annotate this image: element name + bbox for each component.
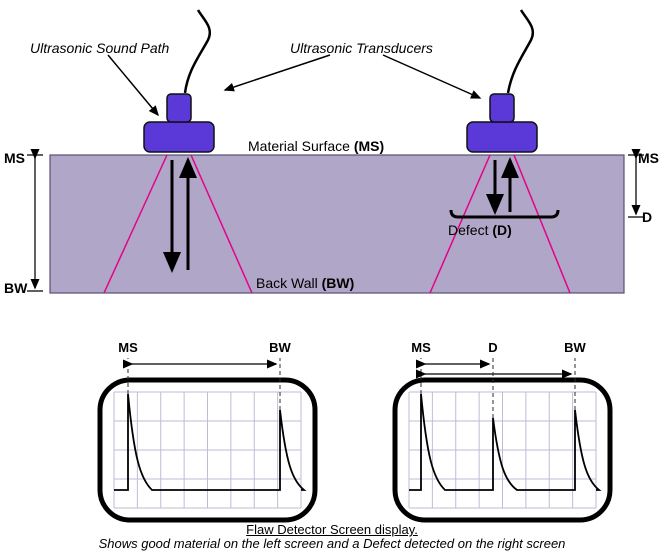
defect-pre: Defect: [448, 222, 492, 238]
peak-label: MS: [411, 340, 431, 355]
peak-label: D: [488, 340, 497, 355]
label-pointer: [108, 55, 158, 115]
defect-bold: (D): [492, 222, 511, 238]
caption-sub: Shows good material on the left screen a…: [0, 536, 664, 551]
transducer: [467, 94, 537, 152]
back-wall-bold: (BW): [322, 275, 355, 291]
material-surface-bold: (MS): [354, 138, 384, 154]
peak-label: BW: [564, 340, 586, 355]
defect-label: Defect (D): [448, 222, 512, 238]
cable: [185, 10, 210, 93]
caption-title: Flaw Detector Screen display.: [0, 522, 664, 537]
transducers-label: Ultrasonic Transducers: [290, 40, 433, 56]
transducer: [144, 94, 214, 152]
peak-label: BW: [269, 340, 291, 355]
right-dim-d: D: [642, 209, 652, 225]
material-surface-pre: Material Surface: [248, 138, 354, 154]
left-dim-bw: BW: [4, 280, 27, 296]
back-wall-label: Back Wall (BW): [256, 275, 354, 291]
peak-label: MS: [118, 340, 138, 355]
sound-path-label: Ultrasonic Sound Path: [30, 40, 169, 56]
right-dim-ms: MS: [638, 150, 659, 166]
cable: [508, 10, 533, 93]
material-surface-label: Material Surface (MS): [248, 138, 384, 154]
label-pointer: [383, 55, 480, 98]
label-pointer: [225, 55, 330, 90]
back-wall-pre: Back Wall: [256, 275, 322, 291]
left-dim-ms: MS: [4, 150, 25, 166]
